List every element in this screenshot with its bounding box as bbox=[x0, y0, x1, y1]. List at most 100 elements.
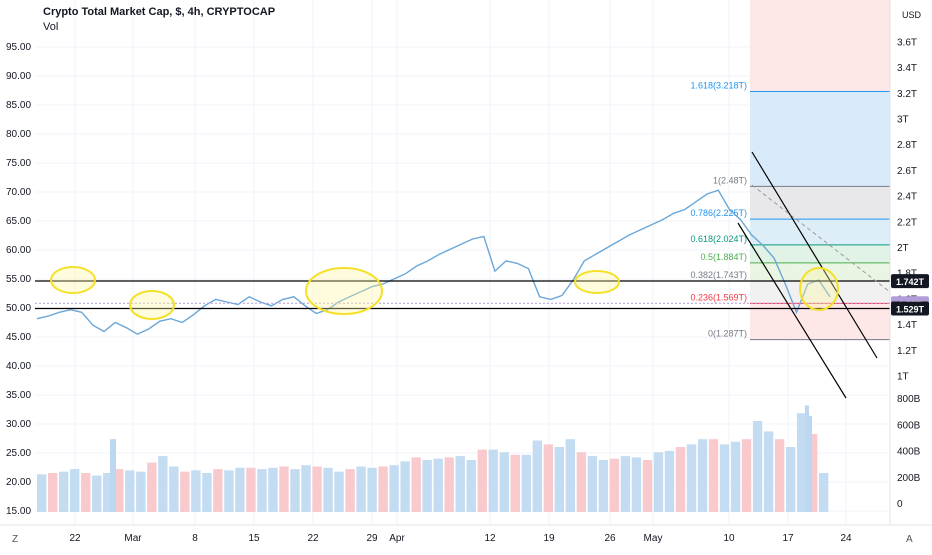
volume-bar bbox=[642, 460, 653, 512]
highlight-ellipse bbox=[799, 267, 839, 311]
left-axis-tick-label: 60.00 bbox=[6, 245, 31, 256]
right-axis-tick-label: 2.8T bbox=[897, 140, 917, 151]
volume-bar bbox=[202, 473, 212, 512]
volume-bar bbox=[301, 465, 311, 512]
fib-zone bbox=[750, 186, 890, 220]
left-axis-tick-label: 75.00 bbox=[6, 158, 31, 169]
time-axis-tick-label: 19 bbox=[543, 533, 555, 544]
volume-bar bbox=[741, 439, 752, 512]
volume-bar bbox=[719, 444, 730, 512]
fib-level-label: 0.618(2.024T) bbox=[690, 234, 747, 244]
volume-bar bbox=[477, 449, 487, 512]
volume-bar bbox=[378, 466, 388, 512]
volume-bar bbox=[752, 421, 763, 512]
time-axis-tick-label: 12 bbox=[484, 533, 496, 544]
volume-bar bbox=[356, 466, 366, 512]
time-axis-tick-label: May bbox=[644, 533, 663, 544]
volume-bar bbox=[37, 474, 47, 512]
volume-bar bbox=[70, 469, 80, 512]
volume-bar bbox=[499, 452, 509, 512]
right-axis-tick-label: 1.2T bbox=[897, 346, 917, 357]
volume-bar bbox=[411, 457, 421, 512]
volume-bar bbox=[224, 470, 234, 512]
fib-zone bbox=[750, 0, 890, 92]
volume-bar bbox=[213, 469, 223, 512]
volume-bar bbox=[125, 470, 135, 512]
volume-bar bbox=[805, 405, 809, 512]
volume-bar bbox=[59, 471, 69, 512]
timezone-button[interactable]: Z bbox=[12, 534, 19, 545]
volume-indicator-label[interactable]: Vol bbox=[43, 21, 59, 33]
highlight-ellipse bbox=[305, 267, 383, 315]
volume-bar bbox=[653, 452, 664, 512]
auto-scale-button[interactable]: A bbox=[906, 534, 913, 545]
left-axis-tick-label: 50.00 bbox=[6, 303, 31, 314]
time-axis-panel bbox=[0, 525, 932, 550]
volume-bar bbox=[147, 462, 157, 512]
volume-bar bbox=[565, 439, 576, 512]
right-axis-tick-label: 3.4T bbox=[897, 63, 917, 74]
volume-bar bbox=[290, 469, 300, 512]
right-axis-tick-label: 1T bbox=[897, 372, 909, 383]
volume-bar bbox=[279, 466, 289, 512]
volume-bar bbox=[367, 467, 377, 512]
volume-bar bbox=[455, 456, 465, 512]
time-axis-tick-label: 29 bbox=[366, 533, 378, 544]
fib-level-label: 0.382(1.743T) bbox=[690, 270, 747, 280]
right-axis-tick-label: 3T bbox=[897, 115, 909, 126]
fib-zone bbox=[750, 219, 890, 245]
volume-bar bbox=[554, 447, 565, 512]
left-axis-tick-label: 45.00 bbox=[6, 332, 31, 343]
volume-bar bbox=[587, 456, 598, 512]
fib-zone bbox=[750, 91, 890, 187]
volume-bar bbox=[92, 475, 102, 512]
highlight-ellipse bbox=[50, 266, 96, 294]
right-axis-tick-label: 2T bbox=[897, 243, 909, 254]
volume-bar bbox=[807, 434, 818, 512]
time-axis-tick-label: 8 bbox=[192, 533, 198, 544]
volume-bar bbox=[818, 473, 829, 512]
time-axis-tick-label: 17 bbox=[782, 533, 794, 544]
fib-level-label: 0.5(1.884T) bbox=[700, 252, 747, 262]
trend-dashed-line bbox=[751, 184, 891, 293]
volume-bar bbox=[169, 466, 179, 512]
volume-bar bbox=[763, 431, 774, 512]
volume-bar bbox=[114, 469, 124, 512]
volume-bar bbox=[268, 467, 278, 512]
right-axis-tick-label: 2.2T bbox=[897, 217, 917, 228]
time-axis-tick-label: 26 bbox=[604, 533, 616, 544]
currency-label[interactable]: USD bbox=[902, 10, 922, 20]
highlight-ellipse bbox=[574, 270, 620, 294]
volume-bar bbox=[81, 473, 91, 512]
volume-bar bbox=[323, 467, 333, 512]
right-axis-panel bbox=[890, 0, 932, 525]
price-label-text: 1.742T bbox=[896, 277, 925, 287]
right-axis-tick-label: 0 bbox=[897, 499, 903, 510]
time-axis-tick-label: 24 bbox=[840, 533, 852, 544]
fib-level-label: 1(2.48T) bbox=[713, 175, 747, 185]
symbol-title[interactable]: Crypto Total Market Cap, $, 4h, CRYPTOCA… bbox=[43, 6, 276, 18]
volume-bar bbox=[389, 465, 399, 512]
volume-bar bbox=[576, 452, 587, 512]
fib-zone bbox=[750, 262, 890, 282]
time-axis-tick-label: Apr bbox=[389, 533, 405, 544]
volume-bar bbox=[488, 449, 498, 512]
chart-title: Crypto Total Market Cap, $, 4h, CRYPTOCA… bbox=[43, 6, 275, 18]
volume-bar bbox=[180, 471, 190, 512]
trend-channel-line bbox=[751, 151, 878, 359]
left-axis-tick-label: 65.00 bbox=[6, 216, 31, 227]
fib-level-label: 0.236(1.569T) bbox=[690, 292, 747, 302]
volume-bar bbox=[510, 454, 520, 512]
volume-bar bbox=[48, 473, 58, 512]
left-axis-tick-label: 70.00 bbox=[6, 187, 31, 198]
right-axis-tick-label: 2.4T bbox=[897, 192, 917, 203]
right-axis-tick-label: 800B bbox=[897, 394, 921, 405]
price-label-bg bbox=[891, 301, 929, 316]
volume-bar bbox=[422, 460, 432, 512]
fib-zone bbox=[750, 244, 890, 263]
volume-bar bbox=[708, 439, 719, 512]
time-axis-tick-label: 22 bbox=[69, 533, 81, 544]
left-axis-tick-label: 35.00 bbox=[6, 390, 31, 401]
